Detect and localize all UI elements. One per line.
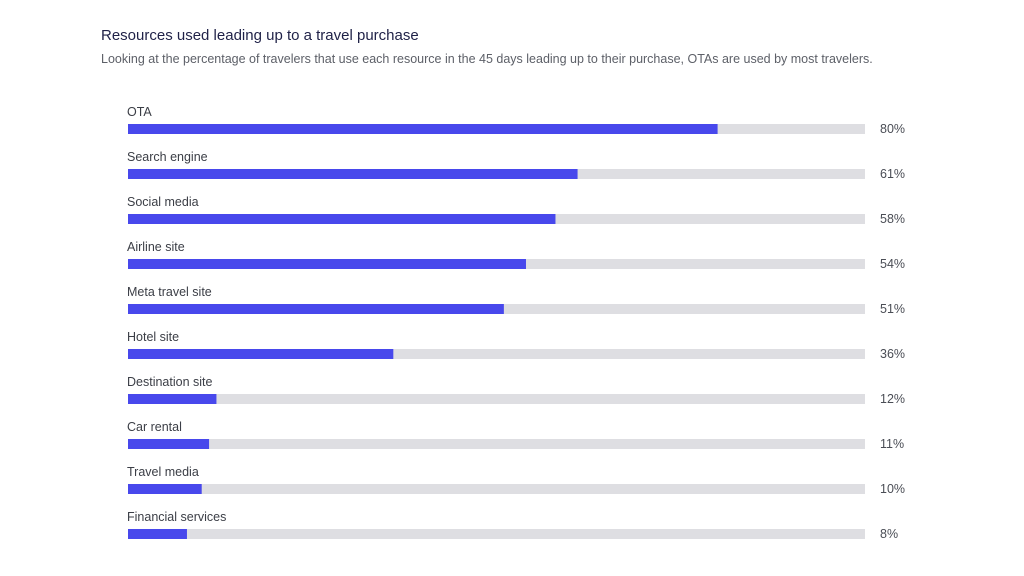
bar-social-media xyxy=(128,214,556,224)
category-label-travel-media: Travel media xyxy=(127,465,199,479)
bar-track-travel-media xyxy=(128,484,865,494)
category-label-financial-services: Financial services xyxy=(127,510,226,524)
value-label-destination-site: 12% xyxy=(880,392,905,406)
bar-meta-travel-site xyxy=(128,304,504,314)
bar-search-engine xyxy=(128,169,578,179)
value-label-travel-media: 10% xyxy=(880,482,905,496)
bar-ota xyxy=(128,124,718,134)
category-label-hotel-site: Hotel site xyxy=(127,330,179,344)
value-label-search-engine: 61% xyxy=(880,167,905,181)
chart-subtitle: Looking at the percentage of travelers t… xyxy=(101,52,873,66)
bar-track-hotel-site xyxy=(128,349,865,359)
value-label-social-media: 58% xyxy=(880,212,905,226)
bar-track-destination-site xyxy=(128,394,865,404)
value-label-meta-travel-site: 51% xyxy=(880,302,905,316)
category-label-airline-site: Airline site xyxy=(127,240,185,254)
category-label-ota: OTA xyxy=(127,105,152,119)
bar-track-car-rental xyxy=(128,439,865,449)
bar-destination-site xyxy=(128,394,217,404)
category-label-destination-site: Destination site xyxy=(127,375,213,389)
value-label-car-rental: 11% xyxy=(880,437,904,451)
bar-financial-services xyxy=(128,529,187,539)
value-label-ota: 80% xyxy=(880,122,905,136)
bar-airline-site xyxy=(128,259,526,269)
bar-travel-media xyxy=(128,484,202,494)
bar-car-rental xyxy=(128,439,210,449)
chart-title: Resources used leading up to a travel pu… xyxy=(101,27,419,44)
category-label-car-rental: Car rental xyxy=(127,420,182,434)
bar-hotel-site xyxy=(128,349,394,359)
value-label-airline-site: 54% xyxy=(880,257,905,271)
value-label-hotel-site: 36% xyxy=(880,347,905,361)
bar-track-financial-services xyxy=(128,529,865,539)
category-label-search-engine: Search engine xyxy=(127,150,208,164)
category-label-social-media: Social media xyxy=(127,195,199,209)
category-label-meta-travel-site: Meta travel site xyxy=(127,285,212,299)
value-label-financial-services: 8% xyxy=(880,527,898,541)
